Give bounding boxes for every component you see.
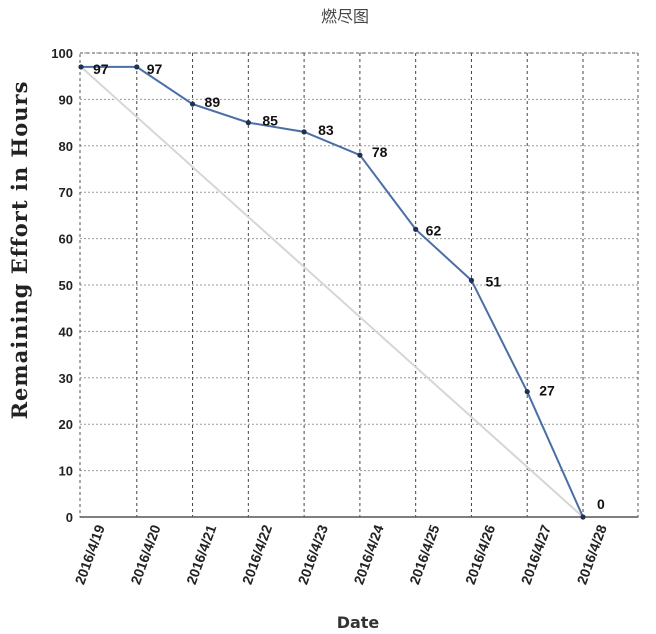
data-label: 85 — [262, 113, 278, 129]
y-tick-labels: 0 10 20 30 40 50 60 70 80 90 100 — [51, 46, 73, 525]
data-point — [245, 120, 251, 126]
chart-title: 燃尽图 — [321, 7, 369, 26]
y-tick-label: 60 — [59, 232, 73, 247]
data-label: 62 — [426, 222, 442, 238]
x-tick-label: 2016/4/23 — [295, 522, 331, 586]
data-label: 27 — [539, 383, 555, 399]
x-tick-labels: 2016/4/19 2016/4/20 2016/4/21 2016/4/22 2016… — [71, 522, 609, 586]
x-tick-label: 2016/4/19 — [71, 522, 107, 586]
data-point — [580, 514, 586, 520]
y-tick-label: 20 — [59, 417, 73, 432]
data-point — [301, 129, 307, 135]
data-label: 97 — [147, 61, 163, 77]
x-tick-label: 2016/4/27 — [518, 522, 554, 586]
series-layer — [78, 64, 586, 520]
data-point — [78, 64, 84, 70]
x-tick-label: 2016/4/24 — [350, 522, 386, 586]
x-tick-label: 2016/4/28 — [573, 522, 609, 586]
data-labels-layer: 97 97 89 85 83 78 62 51 27 0 — [93, 61, 605, 512]
data-point — [357, 152, 363, 158]
data-label: 78 — [372, 144, 388, 160]
y-tick-label: 80 — [59, 139, 73, 154]
data-label: 0 — [597, 496, 605, 512]
data-point — [524, 389, 530, 395]
data-label: 89 — [205, 94, 221, 110]
x-tick-label: 2016/4/25 — [406, 522, 442, 586]
ideal-line-layer — [80, 66, 584, 518]
x-tick-label: 2016/4/20 — [127, 522, 163, 586]
data-point — [468, 277, 475, 283]
data-label: 97 — [93, 61, 109, 77]
x-tick-label: 2016/4/26 — [462, 522, 498, 586]
grid-layer — [79, 52, 639, 518]
y-tick-label: 100 — [51, 46, 73, 61]
y-tick-label: 90 — [59, 92, 73, 107]
y-tick-label: 30 — [59, 371, 73, 386]
data-label: 83 — [318, 122, 334, 138]
data-point — [189, 101, 196, 107]
remaining-effort-line — [81, 65, 584, 518]
y-tick-label: 10 — [59, 464, 73, 479]
data-label: 51 — [485, 273, 501, 289]
y-tick-label: 50 — [59, 278, 73, 293]
data-point — [413, 226, 419, 232]
x-tick-label: 2016/4/21 — [183, 522, 219, 586]
y-tick-label: 40 — [59, 324, 73, 339]
x-axis-label: Date — [337, 613, 380, 632]
y-tick-label: 0 — [66, 510, 73, 525]
y-tick-label: 70 — [59, 185, 73, 200]
data-point — [134, 64, 140, 70]
ideal-burndown-line — [80, 66, 584, 518]
plot-frame — [79, 52, 639, 518]
x-tick-label: 2016/4/22 — [239, 522, 275, 586]
y-axis-label: Remaining Effort in Hours — [7, 81, 32, 420]
